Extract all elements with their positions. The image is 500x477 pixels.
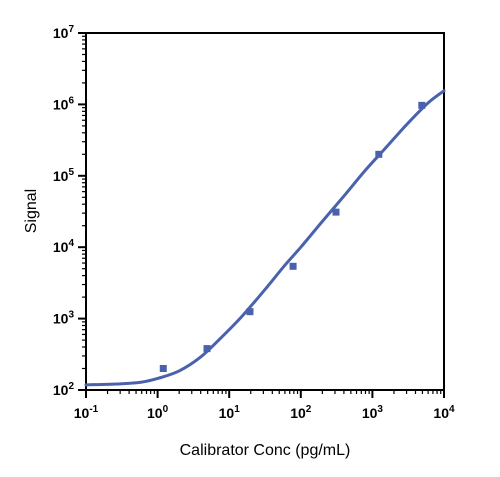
fit-curve bbox=[84, 89, 446, 387]
y-tick-label: 102 bbox=[53, 381, 75, 398]
fit-curve-layer bbox=[84, 89, 446, 387]
x-tick-label: 104 bbox=[433, 404, 455, 421]
x-tick-label: 103 bbox=[362, 404, 384, 421]
x-tick-label: 100 bbox=[147, 404, 169, 421]
y-tick-label: 103 bbox=[53, 310, 75, 327]
x-tick-label: 102 bbox=[290, 404, 312, 421]
y-tick-label: 106 bbox=[53, 95, 75, 112]
y-tick-label: 105 bbox=[53, 167, 75, 184]
y-axis: 102 103 104 105 106 107 bbox=[53, 24, 86, 398]
data-point bbox=[289, 262, 297, 270]
data-point bbox=[375, 150, 383, 158]
y-axis-title: Signal bbox=[23, 189, 40, 233]
data-points-layer bbox=[159, 101, 426, 373]
data-point bbox=[203, 345, 211, 353]
x-axis: 10-1 100 101 102 103 104 bbox=[74, 390, 455, 421]
x-tick-label: 101 bbox=[219, 404, 241, 421]
y-tick-label: 104 bbox=[53, 238, 75, 255]
y-tick-label: 107 bbox=[53, 24, 75, 41]
data-point bbox=[418, 101, 426, 109]
x-axis-title: Calibrator Conc (pg/mL) bbox=[180, 442, 351, 459]
data-point bbox=[246, 308, 254, 316]
x-tick-label: 10-1 bbox=[74, 404, 99, 421]
data-point bbox=[332, 208, 340, 216]
plot-frame bbox=[85, 32, 445, 391]
data-point bbox=[159, 365, 167, 373]
